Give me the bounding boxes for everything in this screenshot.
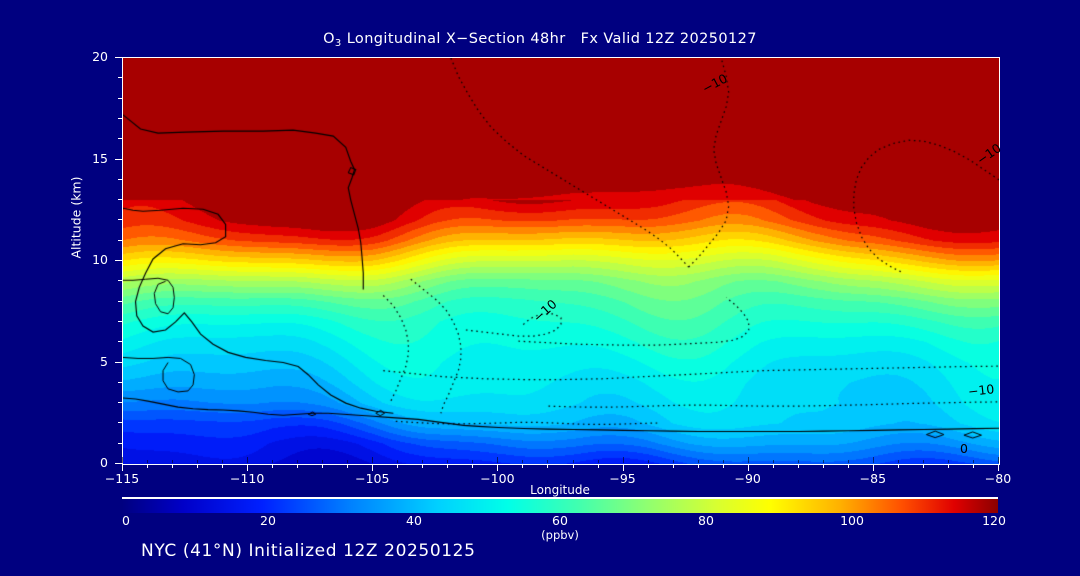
figure-caption: NYC (41°N) Initialized 12Z 20250125 (141, 541, 476, 561)
x-tick (623, 464, 624, 471)
x-tick (748, 464, 749, 471)
x-tick-label: −115 (104, 471, 140, 486)
ozone-contour-canvas (123, 58, 999, 464)
colorbar-tick-label: 100 (840, 513, 864, 528)
x-tick (372, 464, 373, 471)
colorbar-tick-label: 60 (552, 513, 568, 528)
x-tick-label: −95 (609, 471, 636, 486)
page-title: O3 Longitudinal X−Section 48hr Fx Valid … (0, 31, 1080, 49)
cross-section-plot (122, 57, 1000, 465)
y-tick (115, 57, 122, 58)
x-tick (247, 464, 248, 471)
colorbar-tick-label: 40 (406, 513, 422, 528)
colorbar-gradient (122, 497, 998, 513)
y-tick (115, 463, 122, 464)
x-axis-label: Longitude (530, 483, 590, 497)
x-tick-label: −105 (355, 471, 390, 486)
y-tick-label: 10 (92, 252, 108, 267)
x-tick-label: −110 (229, 471, 265, 486)
colorbar-units-label: (ppbv) (541, 528, 579, 542)
y-tick (115, 362, 122, 363)
y-tick-label: 5 (100, 353, 108, 369)
y-tick-label: 15 (92, 150, 108, 166)
y-tick (115, 159, 122, 160)
colorbar-tick-label: 20 (260, 513, 276, 528)
x-tick-label: −100 (480, 471, 515, 486)
y-tick (115, 260, 122, 261)
title-o-glyph: O (323, 31, 335, 47)
colorbar-tick-label: 0 (122, 513, 130, 528)
x-tick (497, 464, 498, 471)
x-tick-label: −90 (734, 471, 761, 486)
title-subscript-3: 3 (334, 38, 342, 49)
x-tick (873, 464, 874, 471)
title-main-text: Longitudinal X−Section 48hr Fx Valid 12Z… (341, 31, 757, 47)
colorbar-tick-label: 80 (698, 513, 714, 528)
y-tick-label: 0 (100, 455, 108, 470)
colorbar (122, 497, 998, 513)
x-tick (122, 464, 123, 471)
x-tick-label: −85 (859, 471, 887, 486)
x-tick-label: −80 (984, 471, 1012, 486)
y-tick-label: 20 (92, 49, 108, 64)
x-tick (998, 464, 999, 471)
colorbar-tick-label: 120 (982, 513, 1006, 528)
